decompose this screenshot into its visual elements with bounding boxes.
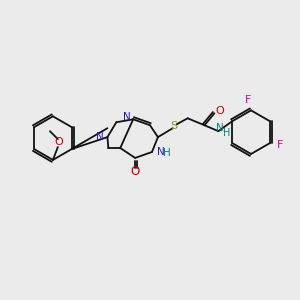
- Text: H: H: [163, 148, 171, 158]
- Text: N: N: [123, 112, 131, 122]
- Text: F: F: [245, 95, 251, 106]
- Text: O: O: [215, 106, 224, 116]
- Text: F: F: [277, 140, 283, 150]
- Text: N: N: [157, 147, 165, 157]
- Text: S: S: [170, 121, 177, 131]
- Text: O: O: [55, 137, 63, 147]
- Text: O: O: [130, 165, 140, 178]
- Text: N: N: [217, 123, 224, 133]
- Text: H: H: [223, 128, 230, 138]
- Text: N: N: [96, 132, 103, 142]
